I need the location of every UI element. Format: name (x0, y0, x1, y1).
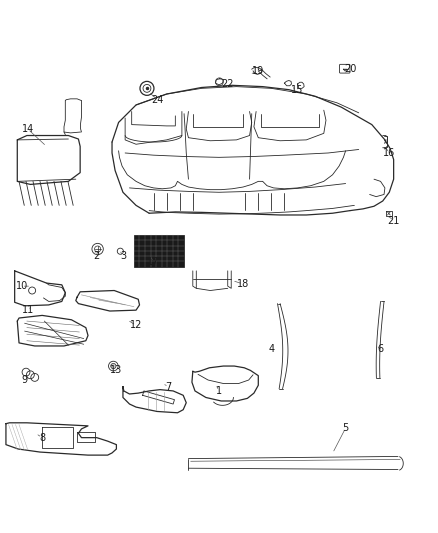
Text: 20: 20 (344, 64, 356, 74)
Text: 8: 8 (39, 433, 45, 442)
Text: 21: 21 (388, 216, 400, 225)
Text: 6: 6 (378, 344, 384, 354)
Text: 2: 2 (93, 252, 99, 262)
Text: 3: 3 (120, 252, 126, 262)
Text: 5: 5 (343, 423, 349, 433)
Text: 4: 4 (268, 344, 275, 354)
Text: 24: 24 (152, 95, 164, 104)
Text: 11: 11 (21, 305, 34, 315)
Bar (134, 235, 184, 266)
Text: 7: 7 (166, 382, 172, 392)
Text: 18: 18 (237, 279, 249, 289)
Text: 12: 12 (130, 320, 142, 330)
Text: 14: 14 (21, 124, 34, 134)
Text: 15: 15 (290, 85, 303, 95)
Text: 13: 13 (110, 366, 123, 375)
Circle shape (111, 364, 116, 369)
Text: 1: 1 (216, 386, 222, 396)
Text: 22: 22 (222, 79, 234, 89)
Text: 16: 16 (383, 148, 396, 158)
Text: 9: 9 (21, 375, 28, 385)
Text: 19: 19 (252, 66, 265, 76)
Text: 10: 10 (15, 281, 28, 291)
Text: 17: 17 (147, 257, 160, 267)
